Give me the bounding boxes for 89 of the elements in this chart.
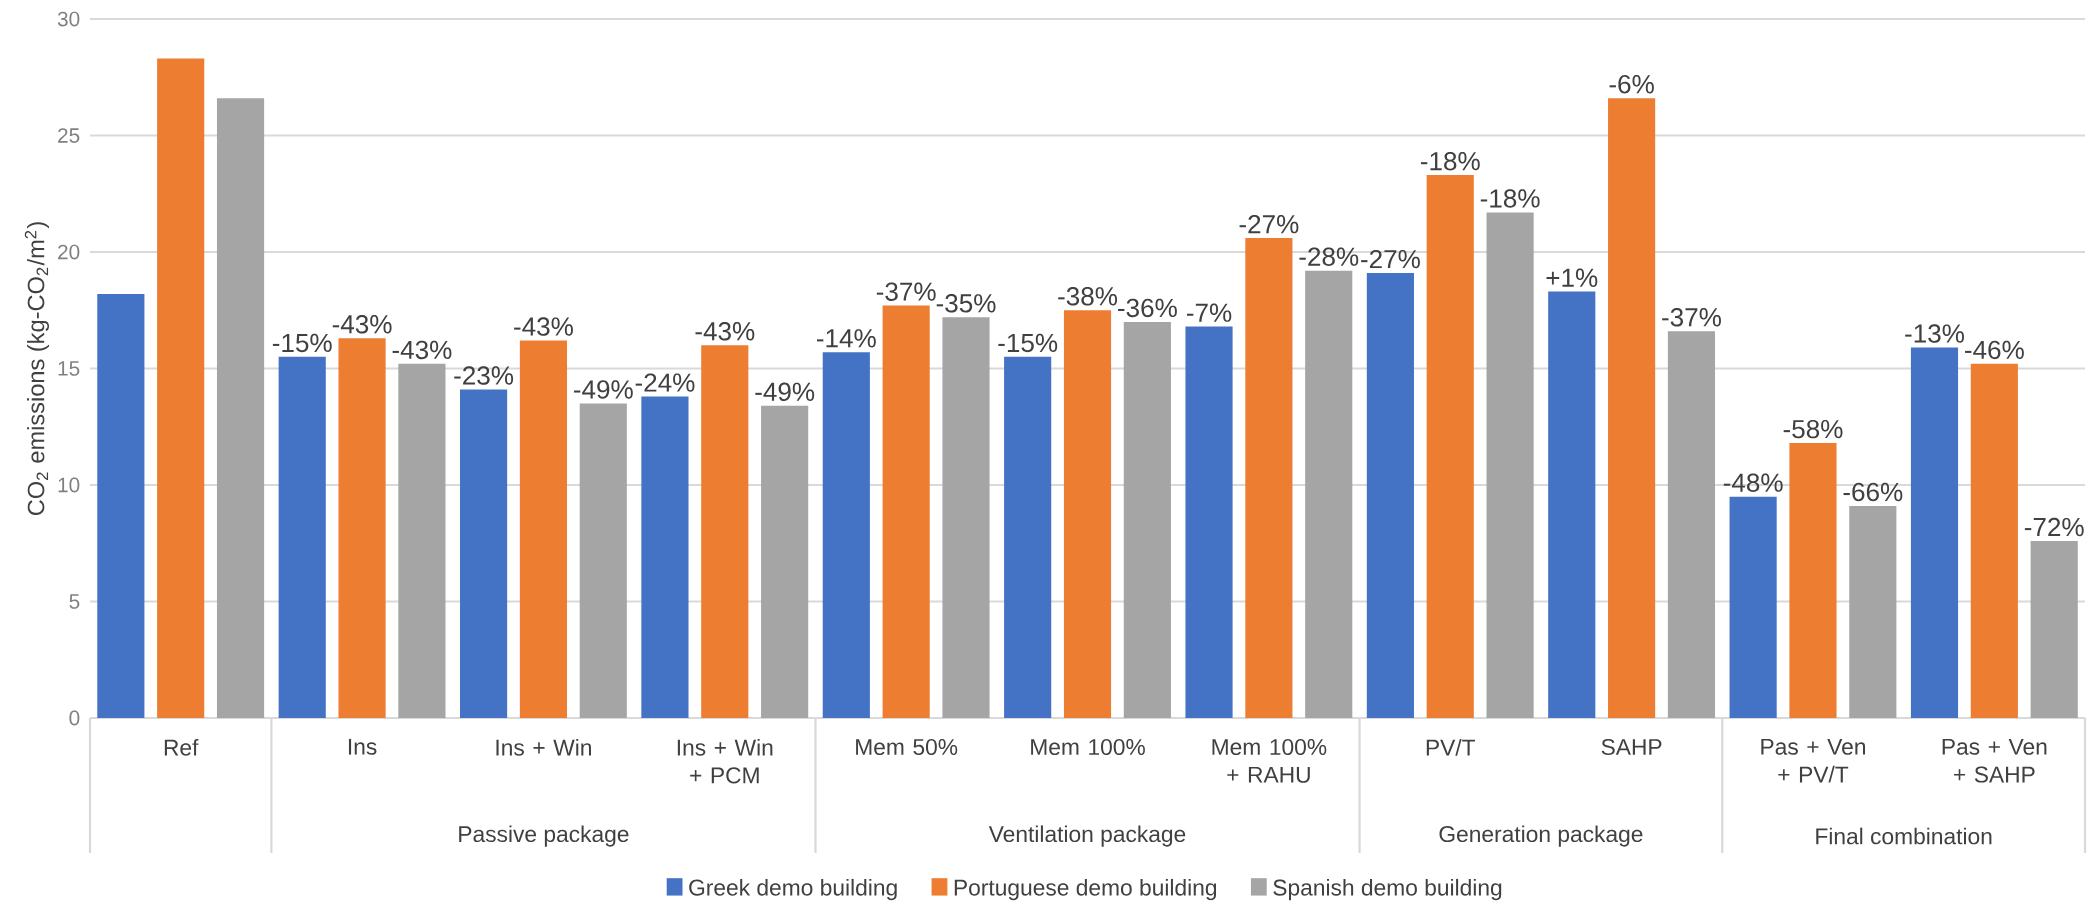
annotation: -7% — [1186, 303, 1232, 322]
legend-label: Portuguese demo building — [954, 878, 1217, 901]
text: Final combination — [1816, 827, 1992, 845]
bar — [459, 389, 508, 718]
bar — [1063, 310, 1112, 718]
annotation: -27% — [1361, 249, 1420, 269]
legend-label: Spanish demo building — [1273, 878, 1502, 901]
annotation: -48% — [1723, 473, 1783, 492]
bar — [1729, 496, 1777, 718]
annotation: -43% — [514, 317, 573, 336]
bar — [1366, 272, 1414, 718]
annotation: -23% — [454, 366, 514, 385]
annotation: -35% — [936, 294, 996, 313]
bar — [398, 363, 446, 718]
y-axis-title: CO$_{2}$ emissions (kg-CO$_{2}$/m$^{2}$) — [24, 222, 50, 515]
x-tick-label: PV/T — [1426, 738, 1476, 756]
y-tick-label: 30 — [57, 11, 80, 27]
text: Generation package — [1439, 825, 1643, 847]
bar — [1608, 98, 1656, 718]
annotation: +1% — [1546, 268, 1598, 287]
annotation: -43% — [332, 315, 392, 334]
annotation: -15% — [272, 333, 332, 353]
annotation: -18% — [1480, 189, 1540, 208]
y-tick-label: 15 — [58, 361, 80, 376]
x-tick-label: Mem 50% — [856, 738, 958, 756]
x-tick-label: Ref — [164, 738, 199, 756]
x-tick-label: Mem 100% + RAHU — [1212, 738, 1327, 783]
bar — [1667, 331, 1716, 718]
y-tick-label: 10 — [58, 477, 80, 493]
annotation: -27% — [1239, 214, 1299, 234]
x-tick-label: Pas + Ven + SAHP — [1942, 738, 2047, 783]
annotation: -13% — [1905, 324, 1964, 343]
annotation: -49% — [755, 382, 815, 402]
bar — [1849, 505, 1897, 718]
bar — [2030, 540, 2078, 718]
bar — [942, 317, 990, 718]
bar — [338, 338, 386, 718]
annotation: -46% — [1965, 340, 2024, 360]
bar — [701, 345, 749, 718]
bar — [97, 293, 145, 718]
bar — [1910, 347, 1959, 718]
annotation: -72% — [2024, 517, 2084, 537]
annotation: -36% — [1118, 298, 1177, 318]
legend-label: Greek demo building — [689, 878, 897, 901]
bar — [278, 356, 326, 718]
x-tick-label: Ins + Win + PCM — [677, 738, 773, 784]
bar — [519, 340, 567, 718]
bar — [1970, 363, 2018, 718]
bar — [1245, 238, 1293, 718]
bar — [1004, 356, 1052, 718]
bar — [579, 403, 627, 718]
bar — [761, 405, 809, 718]
annotation: -18% — [1420, 151, 1480, 171]
annotation: -43% — [695, 322, 755, 341]
annotation: -14% — [817, 329, 876, 348]
bar — [882, 305, 930, 718]
bar — [1548, 291, 1596, 718]
annotation: -66% — [1843, 482, 1903, 502]
annotation: -43% — [392, 340, 452, 360]
x-tick-label: SAHP — [1601, 738, 1662, 756]
annotation: -58% — [1783, 419, 1843, 439]
annotation: -37% — [876, 282, 936, 301]
bar — [157, 58, 205, 718]
annotation: -24% — [635, 373, 695, 392]
annotation: -49% — [573, 380, 633, 399]
y-tick-label: 0 — [69, 710, 80, 726]
y-tick-label: 25 — [58, 128, 80, 143]
bar — [1123, 321, 1171, 718]
annotation: -15% — [998, 333, 1058, 353]
text: Passive package — [459, 825, 629, 847]
bar — [822, 352, 870, 718]
y-tick-label: 5 — [69, 594, 80, 609]
annotation: -6% — [1609, 75, 1654, 94]
bar — [1426, 175, 1474, 718]
bar — [1185, 326, 1233, 718]
bar — [1305, 270, 1353, 718]
x-tick-label: Mem 100% — [1031, 738, 1145, 756]
annotation: -28% — [1299, 247, 1359, 266]
bar — [641, 396, 689, 718]
text: Ventilation package — [988, 825, 1186, 847]
y-tick-label: 20 — [58, 244, 80, 260]
bar — [1486, 212, 1534, 718]
x-tick-label: Pas + Ven + PV/T — [1761, 738, 1866, 783]
bar — [216, 98, 265, 718]
x-tick-label: Ins — [348, 738, 377, 755]
x-tick-label: Ins + Win — [496, 738, 591, 756]
annotation: -38% — [1058, 287, 1118, 306]
bar — [1789, 443, 1837, 718]
annotation: -37% — [1662, 308, 1721, 327]
